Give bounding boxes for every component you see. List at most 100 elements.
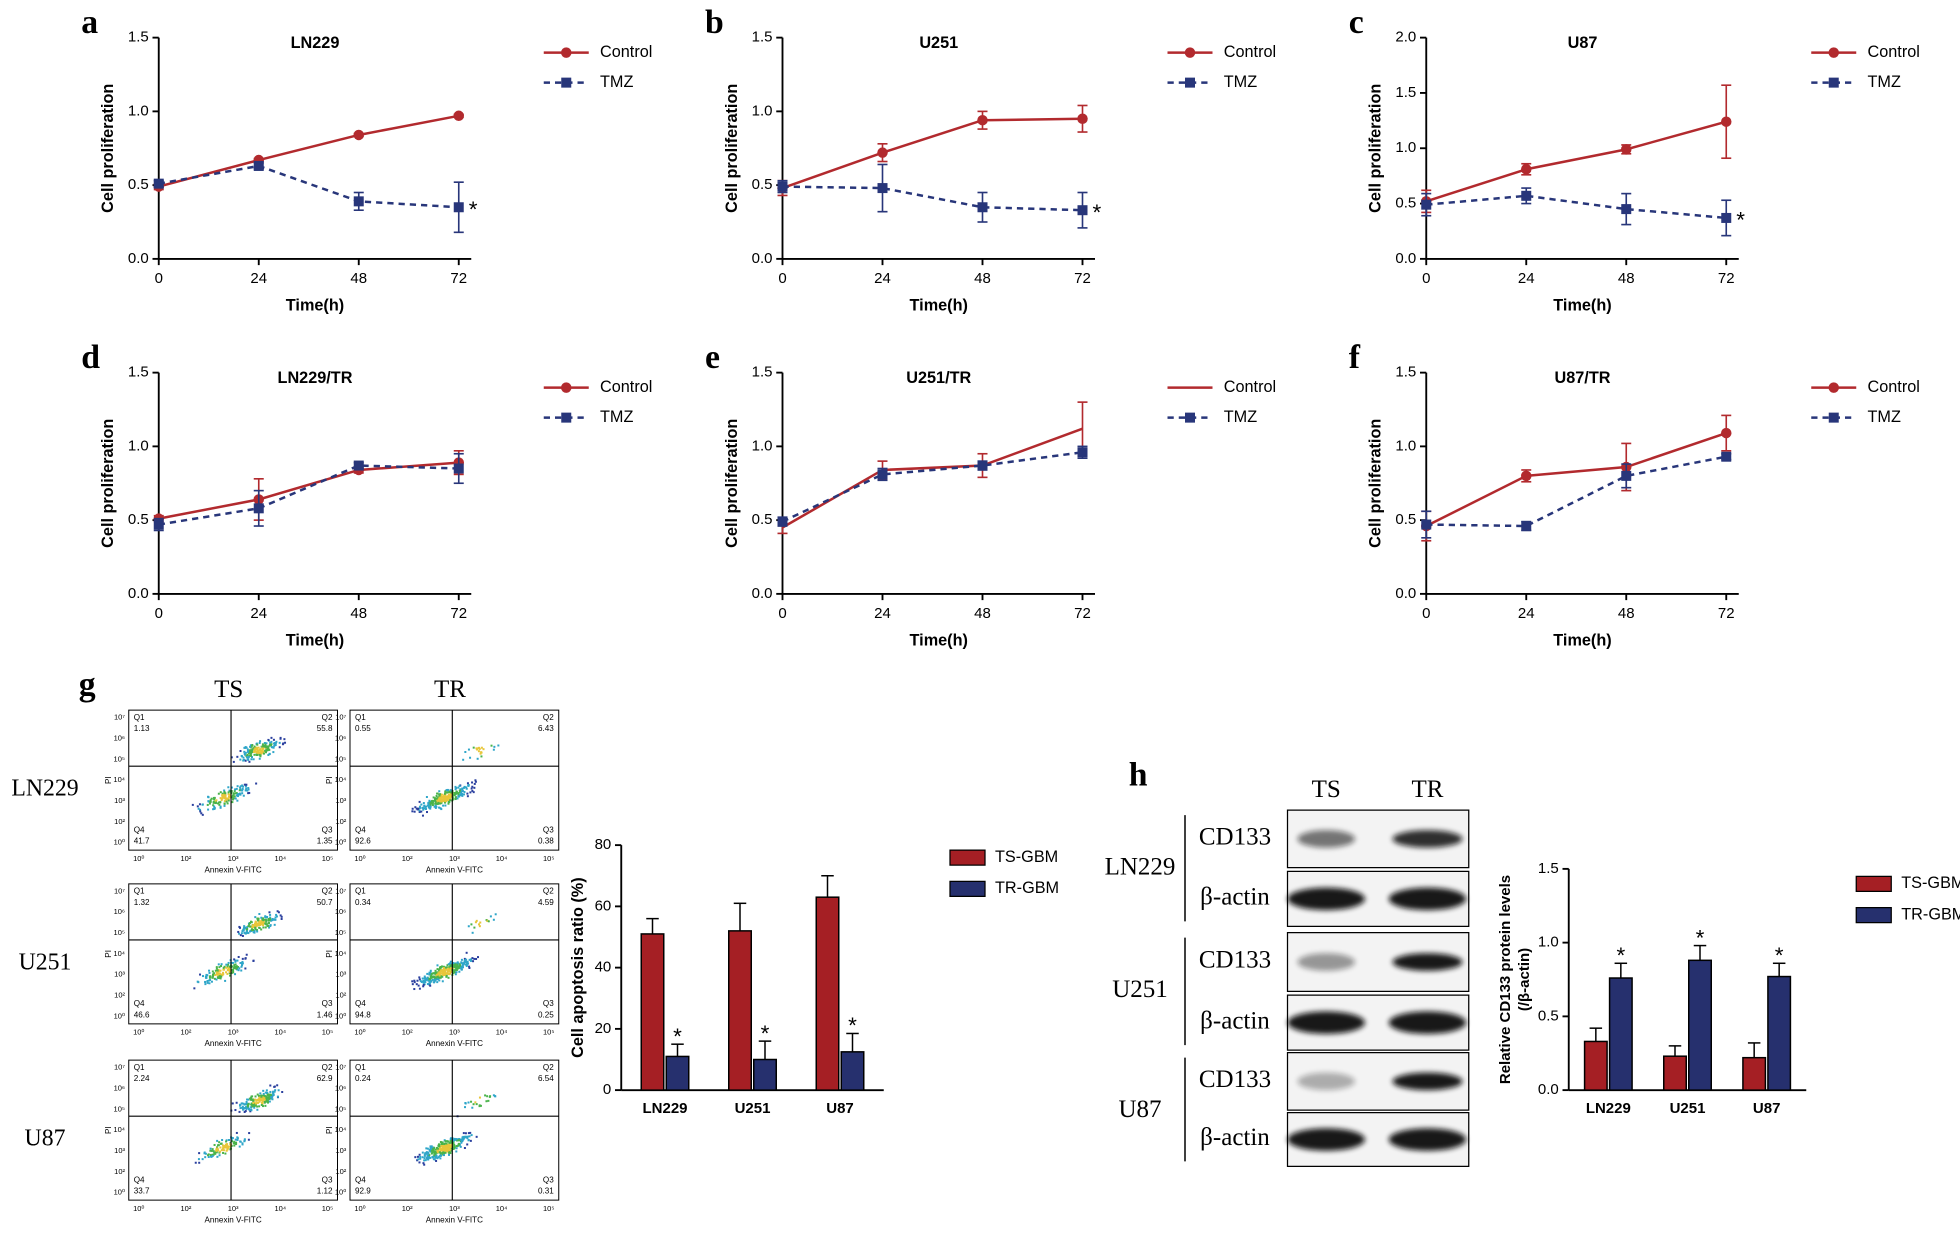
event-dot (478, 925, 481, 928)
event-dot (265, 1089, 268, 1092)
event-dot (245, 1107, 248, 1110)
event-dot (212, 973, 215, 976)
quadrant-name: Q2 (543, 1063, 554, 1072)
event-dot (255, 742, 258, 745)
event-dot (242, 759, 245, 762)
event-dot (204, 1156, 207, 1159)
event-dot (262, 1098, 265, 1101)
event-dot (487, 920, 490, 923)
event-dot (249, 745, 252, 748)
quadrant-name: Q3 (322, 825, 333, 834)
event-dot (239, 961, 242, 964)
event-dot (239, 793, 242, 796)
event-dot (277, 1089, 280, 1092)
event-dot (447, 789, 450, 792)
group-label: LN229 (1105, 854, 1176, 881)
event-dot (465, 786, 468, 789)
event-dot (411, 980, 414, 983)
event-dot (428, 983, 431, 986)
event-dot (442, 968, 445, 971)
event-dot (439, 798, 442, 801)
event-dot (267, 925, 270, 928)
y-tick-label: 1.0 (1395, 139, 1416, 156)
event-dot (253, 746, 256, 749)
event-dot (455, 1150, 458, 1153)
y-axis-label: Cell proliferation (1367, 419, 1385, 548)
event-dot (433, 1152, 436, 1155)
event-dot (246, 748, 249, 751)
event-dot (445, 800, 448, 803)
event-dot (261, 1094, 264, 1097)
event-dot (436, 799, 439, 802)
event-dot (225, 1140, 228, 1143)
event-dot (239, 750, 242, 753)
event-dot (213, 807, 216, 810)
event-dot (445, 974, 448, 977)
event-dot (209, 1147, 212, 1150)
event-dot (437, 1156, 440, 1159)
event-dot (432, 1155, 435, 1158)
y-tick-label: 10⁶ (114, 1083, 125, 1092)
event-dot (219, 969, 222, 972)
event-dot (227, 799, 230, 802)
event-dot (439, 802, 442, 805)
event-dot (248, 791, 251, 794)
x-tick-label: 72 (450, 605, 467, 622)
event-dot (262, 1096, 265, 1099)
blot-band (1297, 830, 1355, 848)
x-tick-label: 10⁰ (133, 854, 144, 863)
event-dot (250, 1098, 253, 1101)
event-dot (207, 796, 210, 799)
event-dot (490, 744, 493, 747)
marker (1521, 164, 1532, 175)
event-dot (461, 1138, 464, 1141)
x-axis-label: Annexin V-FITC (426, 1215, 483, 1224)
event-dot (271, 917, 274, 920)
event-dot (426, 1154, 429, 1157)
event-dot (283, 738, 286, 741)
event-dot (256, 749, 259, 752)
chart-title: U251 (919, 34, 958, 52)
event-dot (437, 796, 440, 799)
event-dot (468, 966, 471, 969)
legend-label: Control (1224, 43, 1276, 61)
event-dot (198, 803, 201, 806)
event-dot (222, 968, 225, 971)
event-dot (253, 929, 256, 932)
event-dot (482, 748, 485, 751)
event-dot (215, 971, 218, 974)
event-dot (276, 910, 279, 913)
y-tick-label: 10⁶ (335, 907, 346, 916)
event-dot (487, 1099, 490, 1102)
event-dot (434, 798, 437, 801)
event-dot (436, 798, 439, 801)
row-label: CD133 (1199, 947, 1271, 974)
x-tick-label: 10⁵ (322, 1028, 333, 1037)
event-dot (231, 1102, 234, 1105)
x-tick-label: 0 (155, 270, 163, 287)
event-dot (265, 749, 268, 752)
event-dot (439, 1151, 442, 1154)
event-dot (466, 1135, 469, 1138)
event-dot (493, 745, 496, 748)
marker (253, 503, 264, 514)
legend-label: TMZ (1224, 73, 1257, 91)
event-dot (244, 967, 247, 970)
x-axis-label: Annexin V-FITC (205, 1215, 262, 1224)
x-tick-label: 10⁴ (496, 1028, 508, 1037)
x-tick-label: 10⁴ (275, 1204, 287, 1213)
row-label: β-actin (1200, 884, 1270, 911)
event-dot (227, 793, 230, 796)
y-tick-label: 40 (595, 959, 612, 976)
event-dot (425, 1152, 428, 1155)
panel-letter: f (1349, 339, 1361, 376)
quadrant-value: 55.8 (317, 724, 333, 733)
event-dot (454, 788, 457, 791)
event-dot (428, 982, 431, 985)
event-dot (217, 974, 220, 977)
event-dot (244, 957, 247, 960)
event-dot (255, 1102, 258, 1105)
event-dot (432, 1158, 435, 1161)
event-dot (226, 1148, 229, 1151)
event-dot (247, 922, 250, 925)
